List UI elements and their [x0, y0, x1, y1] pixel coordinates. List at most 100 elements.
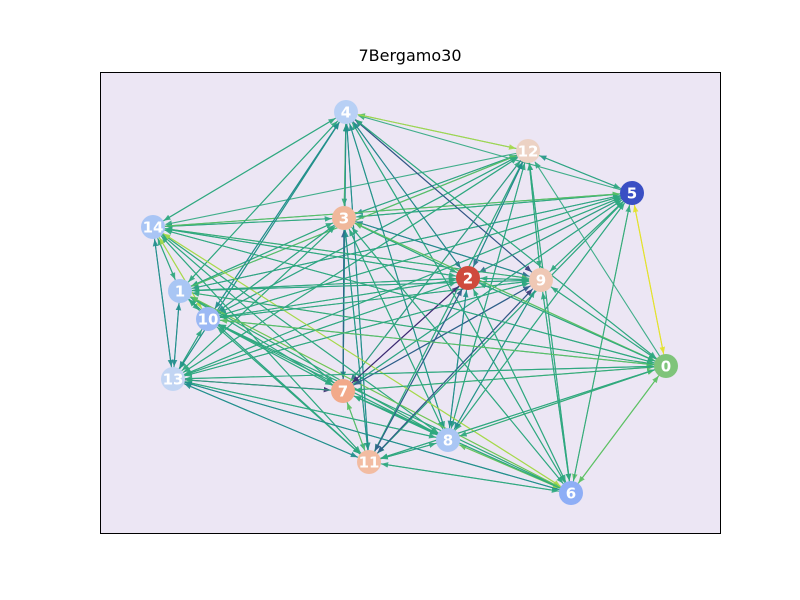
edge-12-to-5 — [537, 154, 621, 189]
node-circle-1 — [168, 279, 192, 303]
edge-2-to-9 — [477, 276, 529, 283]
node-circle-9 — [529, 268, 553, 292]
edge-13-to-14 — [152, 239, 173, 370]
edge-8-to-4 — [349, 123, 446, 431]
node-circle-10 — [196, 307, 220, 331]
edge-7-to-3 — [341, 230, 347, 382]
node-2: 2 — [456, 266, 480, 290]
node-14: 14 — [141, 215, 165, 239]
edge-9-to-13 — [184, 282, 532, 377]
node-label-11: 11 — [359, 454, 380, 472]
node-4: 4 — [334, 100, 358, 124]
node-12: 12 — [516, 139, 540, 163]
node-10: 10 — [196, 307, 220, 331]
edge-0-to-3 — [355, 222, 658, 363]
node-5: 5 — [620, 181, 644, 205]
edge-6-to-1 — [190, 296, 563, 489]
node-circle-8 — [436, 428, 460, 452]
edge-0-to-5 — [632, 205, 665, 357]
node-circle-14 — [141, 215, 165, 239]
edge-0-to-7 — [355, 366, 657, 393]
graph-title: 7Bergamo30 — [358, 46, 462, 65]
edge-0-to-8 — [459, 368, 657, 437]
edge-0-to-10 — [220, 318, 657, 366]
edge-0-to-6 — [578, 373, 661, 484]
node-label-6: 6 — [566, 485, 576, 503]
node-circle-7 — [331, 379, 355, 403]
edge-6-to-10 — [219, 324, 563, 490]
edge-14-to-5 — [162, 191, 620, 227]
edge-14-to-3 — [162, 216, 332, 228]
edge-6-to-4 — [352, 122, 567, 485]
node-13: 13 — [161, 367, 185, 391]
edge-2-to-10 — [220, 279, 459, 319]
node-circle-12 — [516, 139, 540, 163]
edge-6-to-11 — [381, 462, 562, 493]
edge-0-to-2 — [479, 282, 658, 363]
edge-0-to-4 — [355, 119, 659, 361]
edge-2-to-3 — [355, 223, 460, 275]
edge-9-to-5 — [547, 201, 624, 274]
node-circle-4 — [334, 100, 358, 124]
edge-11-to-7 — [346, 402, 367, 453]
edge-2-to-13 — [184, 280, 459, 376]
node-circle-5 — [620, 181, 644, 205]
edge-10-to-5 — [217, 195, 621, 317]
edge-0-to-14 — [164, 229, 657, 364]
edges-layer — [152, 113, 666, 493]
node-label-1: 1 — [175, 283, 185, 301]
edge-0-to-1 — [192, 291, 657, 366]
edge-1-to-14 — [157, 238, 177, 283]
node-circle-2 — [456, 266, 480, 290]
edge-7-to-14 — [162, 235, 336, 385]
edge-11-to-14 — [161, 236, 363, 456]
node-circle-3 — [332, 206, 356, 230]
edge-2-to-1 — [192, 277, 459, 293]
node-9: 9 — [529, 268, 553, 292]
edge-7-to-13 — [185, 377, 334, 391]
edge-9-to-8 — [454, 288, 537, 430]
edge-8-to-3 — [349, 229, 445, 432]
node-label-4: 4 — [341, 104, 351, 122]
node-1: 1 — [168, 279, 192, 303]
edge-1-to-4 — [186, 121, 338, 285]
edge-1-to-3 — [188, 222, 333, 288]
node-label-10: 10 — [198, 311, 219, 329]
edge-9-to-11 — [377, 286, 535, 454]
edge-2-to-4 — [353, 121, 463, 271]
edge-11-to-1 — [189, 299, 362, 456]
edge-5-to-4 — [357, 114, 623, 191]
edge-9-to-6 — [541, 289, 572, 481]
edge-11-to-5 — [375, 201, 624, 456]
node-label-9: 9 — [536, 272, 546, 290]
node-label-0: 0 — [661, 358, 671, 376]
edge-2-to-14 — [165, 227, 459, 277]
edge-9-to-4 — [355, 120, 534, 274]
edge-1-to-5 — [189, 194, 620, 290]
edge-9-to-12 — [527, 163, 541, 271]
node-circle-13 — [161, 367, 185, 391]
node-label-13: 13 — [163, 371, 184, 389]
edge-11-to-3 — [343, 230, 369, 453]
edge-14-to-4 — [161, 118, 336, 223]
node-6: 6 — [559, 481, 583, 505]
edge-12-to-14 — [165, 152, 519, 226]
node-circle-11 — [357, 450, 381, 474]
edge-8-to-13 — [185, 380, 439, 439]
edge-13-to-1 — [173, 303, 182, 370]
edge-8-to-11 — [380, 442, 439, 460]
node-circle-6 — [559, 481, 583, 505]
node-label-5: 5 — [627, 185, 637, 203]
node-3: 3 — [332, 206, 356, 230]
edge-6-to-13 — [184, 381, 562, 491]
edge-6-to-14 — [163, 233, 563, 489]
node-label-3: 3 — [339, 210, 349, 228]
edge-8-to-1 — [190, 296, 440, 436]
node-label-8: 8 — [443, 432, 453, 450]
node-11: 11 — [357, 450, 381, 474]
edge-2-to-7 — [352, 284, 461, 383]
edge-7-to-5 — [350, 199, 622, 386]
